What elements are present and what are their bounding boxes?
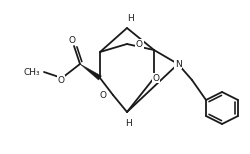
Text: CH₃: CH₃ [24, 67, 40, 77]
Text: H: H [126, 118, 132, 128]
Text: O: O [68, 36, 75, 45]
Text: O: O [58, 75, 64, 85]
Text: N: N [174, 59, 182, 69]
Text: H: H [128, 14, 134, 22]
Text: O: O [136, 39, 143, 49]
Polygon shape [80, 64, 102, 80]
Text: O: O [99, 91, 106, 99]
Text: O: O [152, 73, 160, 83]
